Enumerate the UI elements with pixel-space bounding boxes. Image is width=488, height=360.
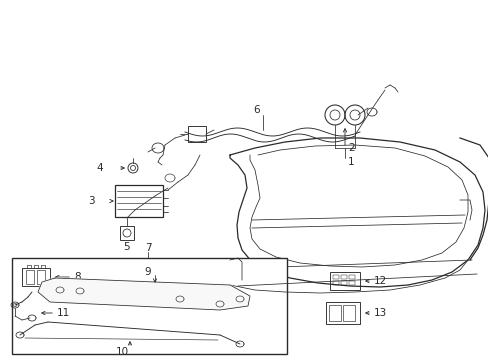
Bar <box>115 185 163 217</box>
Bar <box>187 126 205 142</box>
Text: 10: 10 <box>115 347 128 357</box>
Bar <box>348 281 354 285</box>
Bar <box>120 226 134 240</box>
Text: 3: 3 <box>88 196 95 206</box>
Text: 7: 7 <box>144 243 151 253</box>
Text: 5: 5 <box>123 242 130 252</box>
Text: 2: 2 <box>347 143 354 153</box>
Bar <box>329 272 359 290</box>
Bar <box>348 275 354 279</box>
Text: 8: 8 <box>74 272 81 282</box>
Bar <box>37 270 45 284</box>
Polygon shape <box>38 278 249 310</box>
Text: 4: 4 <box>96 163 103 173</box>
Text: 9: 9 <box>144 267 151 277</box>
Bar <box>22 268 50 286</box>
Bar <box>342 305 354 321</box>
Text: 13: 13 <box>373 308 386 318</box>
Bar <box>12 258 286 354</box>
Bar <box>332 275 338 279</box>
Text: 11: 11 <box>57 308 70 318</box>
Bar <box>328 305 340 321</box>
Bar <box>26 270 34 284</box>
Text: 12: 12 <box>373 276 386 286</box>
Bar <box>340 281 346 285</box>
Bar <box>325 302 359 324</box>
Bar <box>332 281 338 285</box>
Bar <box>340 275 346 279</box>
Text: 6: 6 <box>253 105 260 115</box>
Text: 1: 1 <box>347 157 354 167</box>
